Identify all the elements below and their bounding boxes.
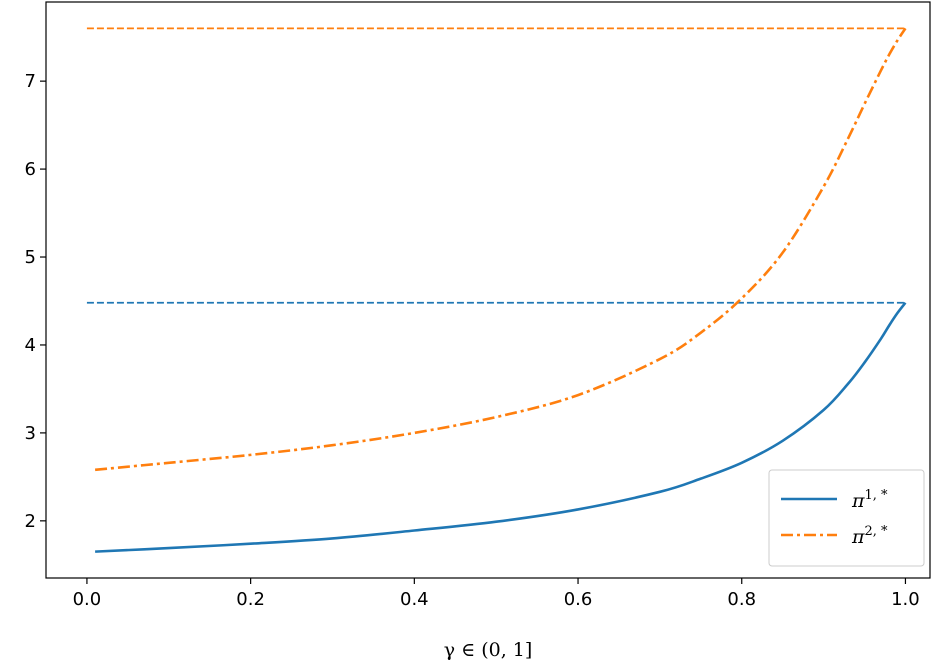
- x-tick-label: 0.0: [73, 589, 102, 610]
- x-tick-label: 0.2: [236, 589, 265, 610]
- x-axis-ticks: 0.0 0.2 0.4 0.6 0.8 1.0: [73, 578, 920, 610]
- legend-entry-series-1: π1, *: [851, 488, 888, 512]
- legend: π1, * π2, *: [768, 469, 925, 567]
- legend-series-2-sup: 2, *: [865, 524, 889, 539]
- legend-entry-series-2: π2, *: [851, 524, 888, 548]
- y-tick-label: 3: [25, 423, 36, 444]
- legend-series-2-name: π: [851, 526, 865, 548]
- y-tick-label: 4: [25, 335, 36, 356]
- x-tick-label: 0.4: [400, 589, 429, 610]
- series-lines: [94, 27, 907, 553]
- y-tick-label: 2: [25, 511, 36, 532]
- legend-series-1-sup: 1, *: [865, 488, 889, 503]
- y-tick-label: 5: [25, 247, 36, 268]
- x-tick-label: 1.0: [891, 589, 920, 610]
- y-axis-ticks: 2 3 4 5 6 7: [25, 71, 46, 532]
- reference-lines: [86, 27, 906, 304]
- series-line-2: [94, 27, 907, 472]
- x-axis-label: γ ∈ (0, 1]: [444, 639, 533, 661]
- y-tick-label: 6: [25, 159, 36, 180]
- series-line-1: [95, 301, 907, 553]
- legend-series-1-name: π: [851, 490, 865, 512]
- axes-frame: [45, 1, 931, 579]
- x-tick-label: 0.6: [564, 589, 593, 610]
- y-tick-label: 7: [25, 71, 36, 92]
- legend-box: [768, 469, 925, 567]
- x-tick-label: 0.8: [727, 589, 756, 610]
